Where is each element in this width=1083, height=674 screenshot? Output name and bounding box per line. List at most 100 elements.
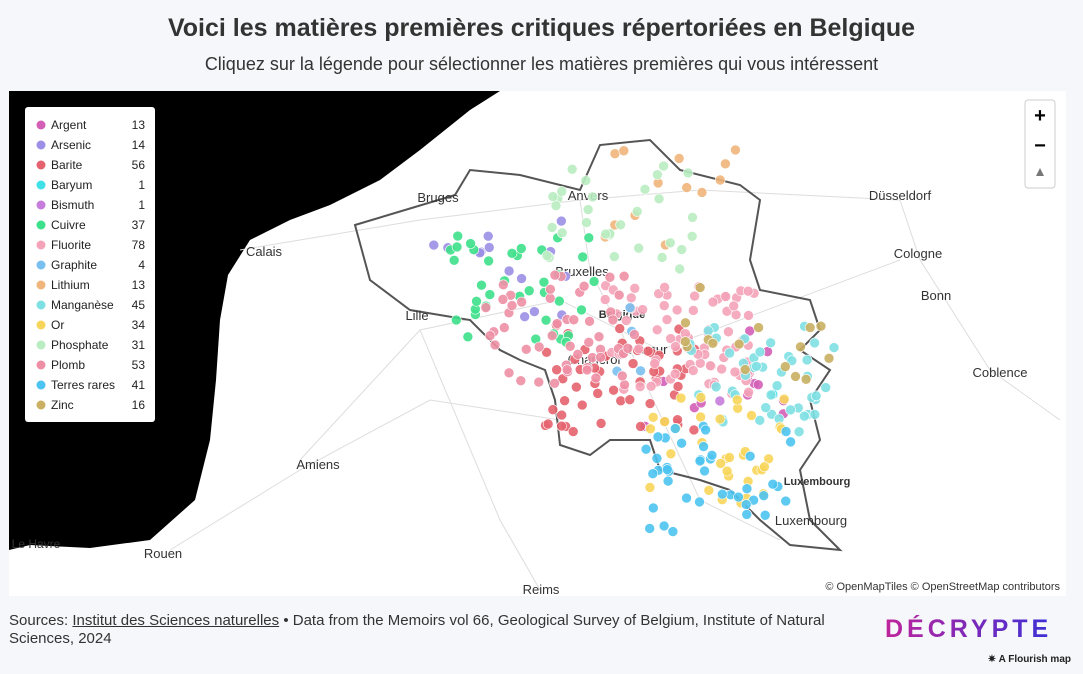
zoom-out[interactable]: − [1034, 135, 1046, 157]
location-dot[interactable] [658, 300, 670, 311]
legend-count[interactable]: 14 [132, 138, 146, 152]
location-dot[interactable] [550, 200, 562, 211]
location-dot[interactable] [640, 443, 652, 455]
location-dot[interactable] [498, 279, 509, 291]
location-dot[interactable] [800, 373, 812, 385]
location-dot[interactable] [682, 167, 694, 179]
location-dot[interactable] [549, 378, 560, 389]
location-dot[interactable] [723, 326, 734, 338]
location-dot[interactable] [566, 163, 578, 175]
location-dot[interactable] [746, 410, 757, 421]
location-dot[interactable] [694, 496, 705, 508]
location-dot[interactable] [644, 398, 656, 409]
legend-count[interactable]: 13 [132, 278, 146, 292]
location-dot[interactable] [696, 187, 708, 198]
location-dot[interactable] [721, 465, 733, 477]
location-dot[interactable] [707, 337, 719, 349]
location-dot[interactable] [625, 292, 637, 304]
location-dot[interactable] [520, 344, 532, 355]
location-dot[interactable] [758, 490, 770, 501]
location-dot[interactable] [624, 394, 636, 406]
location-dot[interactable] [739, 364, 751, 375]
location-dot[interactable] [568, 314, 580, 326]
location-dot[interactable] [609, 251, 620, 262]
location-dot[interactable] [609, 148, 621, 160]
location-dot[interactable] [484, 330, 496, 341]
location-dot[interactable] [674, 263, 685, 275]
location-dot[interactable] [462, 331, 474, 343]
location-dot[interactable] [614, 323, 626, 334]
location-dot[interactable] [533, 341, 545, 353]
location-dot[interactable] [551, 318, 563, 329]
location-dot[interactable] [516, 296, 527, 308]
legend-swatch[interactable] [36, 280, 46, 290]
location-dot[interactable] [618, 270, 630, 282]
legend-swatch[interactable] [36, 180, 46, 190]
legend-count[interactable]: 56 [132, 158, 146, 172]
location-dot[interactable] [599, 294, 611, 305]
location-dot[interactable] [618, 145, 630, 157]
location-dot[interactable] [698, 441, 709, 452]
legend-name[interactable]: Zinc [51, 398, 74, 412]
location-dot[interactable] [815, 320, 827, 332]
location-dot[interactable] [489, 339, 501, 351]
location-dot[interactable] [714, 174, 726, 186]
location-dot[interactable] [619, 379, 630, 391]
location-dot[interactable] [801, 354, 813, 366]
location-dot[interactable] [546, 330, 558, 341]
location-dot[interactable] [780, 361, 791, 372]
location-dot[interactable] [681, 182, 693, 193]
location-dot[interactable] [584, 316, 595, 327]
legend-count[interactable]: 1 [138, 178, 145, 192]
location-dot[interactable] [465, 238, 476, 249]
location-dot[interactable] [647, 412, 659, 423]
location-dot[interactable] [480, 302, 492, 313]
location-dot[interactable] [633, 343, 645, 355]
location-dot[interactable] [710, 381, 722, 393]
location-dot[interactable] [706, 450, 718, 461]
location-dot[interactable] [482, 230, 494, 242]
location-dot[interactable] [681, 492, 692, 504]
location-dot[interactable] [592, 388, 604, 399]
location-dot[interactable] [580, 175, 592, 186]
location-dot[interactable] [547, 191, 559, 202]
location-dot[interactable] [667, 526, 679, 537]
location-dot[interactable] [567, 426, 579, 437]
location-dot[interactable] [754, 346, 766, 358]
location-dot[interactable] [583, 337, 595, 348]
location-dot[interactable] [699, 465, 710, 477]
location-dot[interactable] [724, 452, 735, 463]
location-dot[interactable] [680, 336, 691, 347]
location-dot[interactable] [716, 363, 727, 375]
location-dot[interactable] [452, 230, 464, 242]
location-dot[interactable] [780, 426, 792, 437]
location-dot[interactable] [744, 450, 756, 462]
location-dot[interactable] [564, 340, 576, 352]
location-dot[interactable] [595, 352, 606, 363]
location-dot[interactable] [662, 464, 673, 475]
location-dot[interactable] [523, 285, 535, 297]
location-dot[interactable] [731, 394, 743, 406]
location-dot[interactable] [613, 289, 625, 301]
location-dot[interactable] [519, 311, 530, 322]
location-dot[interactable] [675, 392, 687, 404]
location-dot[interactable] [516, 243, 527, 254]
location-dot[interactable] [645, 381, 657, 392]
location-dot[interactable] [771, 380, 783, 391]
location-dot[interactable] [540, 314, 552, 326]
location-dot[interactable] [751, 361, 762, 372]
location-dot[interactable] [635, 365, 646, 377]
location-dot[interactable] [765, 389, 777, 401]
location-dot[interactable] [695, 411, 706, 423]
location-dot[interactable] [604, 271, 616, 283]
location-dot[interactable] [590, 372, 602, 384]
location-dot[interactable] [547, 404, 559, 415]
location-dot[interactable] [503, 367, 515, 379]
legend-count[interactable]: 41 [132, 378, 146, 392]
zoom-in[interactable]: + [1034, 105, 1046, 127]
location-dot[interactable] [556, 186, 568, 197]
location-dot[interactable] [541, 347, 552, 358]
location-dot[interactable] [484, 289, 496, 300]
location-dot[interactable] [767, 478, 779, 490]
location-dot[interactable] [635, 421, 646, 432]
